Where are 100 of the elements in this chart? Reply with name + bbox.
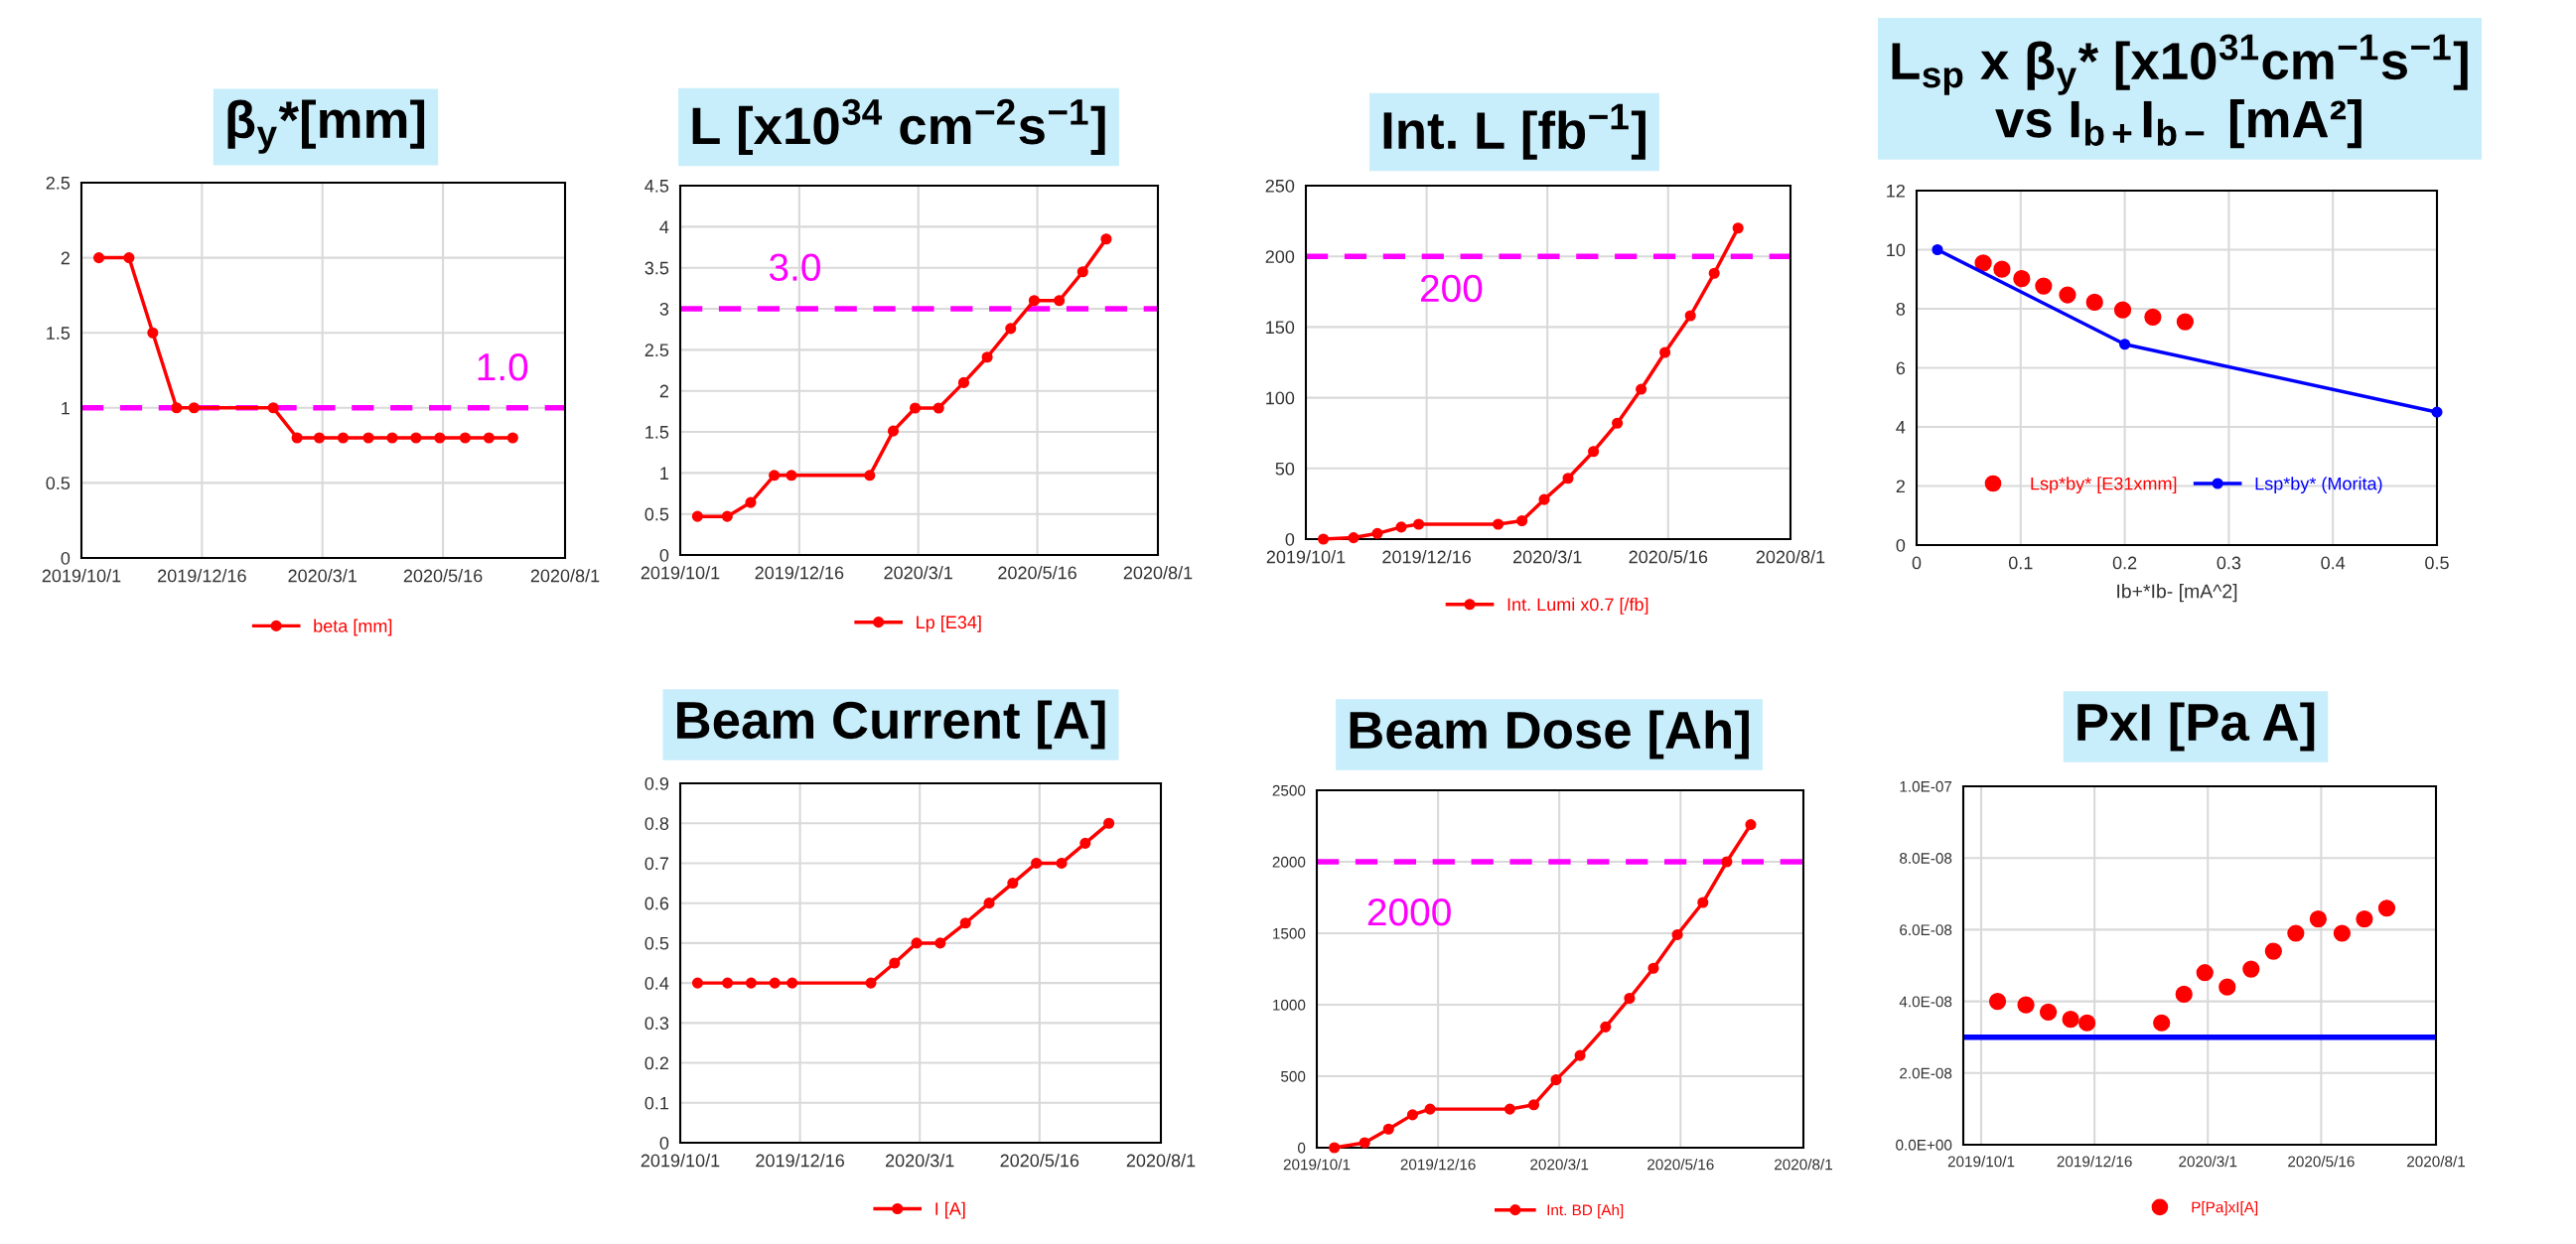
point — [1588, 446, 1600, 458]
point — [2356, 909, 2373, 928]
y-tick-label: 4.5 — [644, 180, 669, 193]
point — [1395, 521, 1407, 533]
x-tick-label: 2020/5/16 — [1000, 1154, 1079, 1168]
x-tick-label: 2019/12/16 — [756, 1154, 844, 1168]
point — [93, 252, 105, 264]
point — [2078, 1014, 2096, 1032]
legend-label: Int. BD [Ah] — [1547, 1203, 1624, 1219]
point — [865, 977, 877, 989]
point — [1329, 1142, 1341, 1154]
point — [2431, 406, 2443, 418]
y-tick-label: 0.9 — [644, 776, 669, 790]
point — [769, 470, 781, 482]
point — [983, 898, 995, 909]
y-tick-label: 50 — [1275, 462, 1295, 476]
chart-title: L$_{sp}$ x β$_{y}$* [x10$^{31}$cm$^{−1}$s$^{−1}$] vs I$_{b+}$I$_{b−}$ [mA²] — [1892, 34, 2468, 149]
y-tick-label: 2.5 — [644, 344, 669, 357]
point — [769, 977, 781, 989]
point — [910, 402, 922, 414]
x-axis-title: Ib+*Ib- [mA^2] — [2117, 584, 2237, 603]
point — [1732, 222, 1744, 234]
point — [1721, 856, 1733, 868]
x-tick-label: 2020/5/16 — [2288, 1156, 2355, 1168]
point — [2309, 909, 2327, 928]
point — [1636, 383, 1647, 395]
point — [1708, 267, 1720, 279]
point — [1493, 518, 1504, 530]
point — [1359, 1137, 1370, 1149]
ref-line-label: 200 — [1420, 274, 1483, 303]
point — [721, 510, 733, 522]
x-tick-label: 2020/8/1 — [1756, 550, 1825, 564]
x-tick-label: 2019/10/1 — [1947, 1156, 2015, 1168]
legend-label: Int. Lumi x0.7 [/fb] — [1507, 597, 1648, 615]
y-tick-label: 2 — [1896, 480, 1905, 493]
x-tick-label: 2020/8/1 — [1775, 1159, 1832, 1171]
y-tick-label: 3.5 — [644, 261, 669, 275]
point — [2264, 942, 2282, 960]
point — [459, 432, 471, 444]
point — [1371, 527, 1383, 539]
point — [932, 402, 944, 414]
point — [1413, 518, 1425, 530]
point — [1424, 1103, 1436, 1115]
y-tick-label: 0.7 — [644, 857, 668, 871]
point — [2287, 924, 2305, 942]
legend-label: I [A] — [935, 1201, 965, 1219]
point — [2039, 1003, 2058, 1022]
x-tick-label: 2020/3/1 — [1512, 550, 1582, 564]
point — [934, 937, 946, 949]
point — [722, 977, 734, 989]
point — [1527, 1099, 1540, 1111]
legend-label: Lp [E34] — [917, 615, 981, 632]
y-tick-label: 3 — [659, 302, 669, 316]
point — [171, 402, 183, 414]
point — [2218, 978, 2236, 996]
point — [1612, 417, 1624, 429]
x-tick-label: 0.5 — [2425, 556, 2449, 570]
point — [1079, 837, 1091, 849]
chart-title: PxI [Pa A] — [2077, 702, 2315, 752]
point — [410, 432, 422, 444]
point — [2113, 301, 2132, 319]
y-tick-label: 2000 — [1272, 856, 1306, 868]
y-tick-label: 1500 — [1273, 927, 1306, 939]
legend-label: Lsp*by* [E31xmm] — [2031, 477, 2177, 494]
x-tick-label: 2020/5/16 — [998, 566, 1076, 580]
point — [1684, 310, 1696, 322]
point — [2085, 293, 2103, 312]
x-tick-label: 2019/12/16 — [158, 569, 246, 583]
y-tick-label: 12 — [1887, 184, 1905, 198]
point — [1056, 857, 1068, 870]
point — [1054, 295, 1066, 307]
point — [267, 402, 279, 414]
x-tick-label: 2019/10/1 — [1266, 550, 1346, 564]
y-tick-label: 2.0E-08 — [1900, 1067, 1952, 1079]
x-tick-label: 0.4 — [2321, 556, 2346, 570]
y-tick-label: 2 — [659, 384, 668, 398]
point — [887, 425, 900, 437]
point — [787, 977, 798, 989]
point — [2017, 996, 2035, 1014]
point — [337, 432, 350, 444]
y-tick-label: 0.5 — [644, 507, 669, 521]
x-tick-label: 2020/3/1 — [2179, 1156, 2237, 1168]
point — [147, 327, 159, 339]
point — [506, 432, 518, 444]
point — [1100, 233, 1112, 245]
y-tick-label: 200 — [1265, 250, 1295, 263]
point — [188, 402, 200, 414]
x-tick-label: 2019/12/16 — [2057, 1156, 2132, 1168]
y-tick-label: 6 — [1896, 361, 1906, 375]
y-tick-label: 1 — [62, 401, 71, 415]
x-tick-label: 0.3 — [2217, 556, 2241, 570]
x-tick-label: 2019/12/16 — [1382, 550, 1471, 564]
x-tick-label: 2019/10/1 — [42, 569, 121, 583]
point — [2035, 277, 2053, 295]
x-tick-label: 2020/5/16 — [1629, 550, 1708, 564]
point — [2144, 308, 2162, 326]
y-tick-label: 0.8 — [644, 817, 669, 830]
y-tick-label: 0.5 — [644, 936, 669, 950]
y-tick-label: 0 — [1285, 532, 1295, 546]
point — [2059, 286, 2076, 304]
